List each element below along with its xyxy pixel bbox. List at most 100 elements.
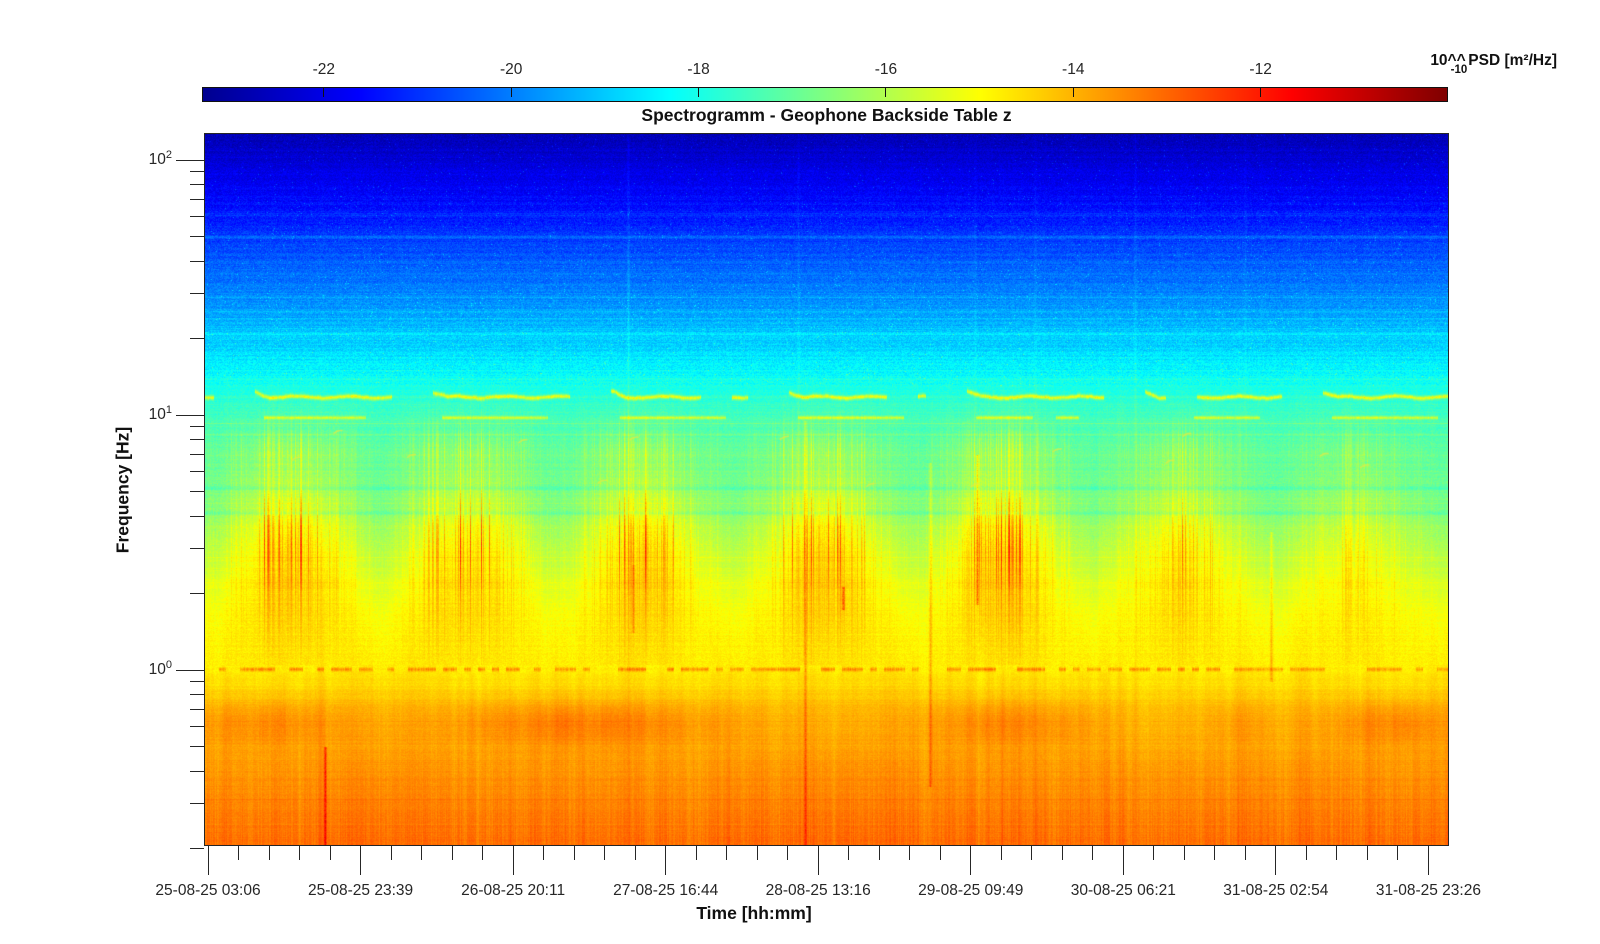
x-major-tick — [1275, 846, 1277, 875]
colorbar-tick — [885, 88, 887, 97]
x-minor-tick — [1397, 846, 1399, 860]
y-minor-tick — [190, 746, 204, 748]
x-tick-label: 31-08-25 23:26 — [1375, 882, 1481, 899]
x-minor-tick — [451, 846, 453, 860]
x-minor-tick — [329, 846, 331, 860]
x-major-tick — [1427, 846, 1429, 875]
x-minor-tick — [848, 846, 850, 860]
x-tick-label: 29-08-25 09:49 — [918, 882, 1024, 899]
y-minor-tick — [190, 216, 204, 218]
y-minor-tick — [190, 337, 204, 339]
colorbar-tick-label: -12 — [1249, 61, 1272, 78]
colorbar-title-prefix: 10^^ — [1430, 52, 1466, 69]
x-minor-tick — [238, 846, 239, 860]
x-tick-label: 25-08-25 03:06 — [155, 882, 261, 899]
x-minor-tick — [1153, 846, 1155, 860]
colorbar-tick — [1260, 88, 1262, 97]
x-major-tick — [970, 846, 972, 875]
x-minor-tick — [543, 846, 545, 860]
colorbar-tick — [698, 88, 700, 97]
x-minor-tick — [878, 846, 880, 860]
spectrogram-image — [205, 134, 1448, 845]
y-minor-tick — [190, 292, 204, 294]
x-minor-tick — [573, 846, 575, 860]
x-minor-tick — [1000, 846, 1002, 860]
y-minor-tick — [190, 709, 204, 710]
x-major-tick — [665, 846, 667, 875]
colorbar-gradient — [203, 88, 1447, 101]
y-minor-tick — [190, 199, 204, 200]
x-major-tick — [360, 846, 362, 875]
x-minor-tick — [634, 846, 636, 860]
x-minor-tick — [939, 846, 941, 860]
x-axis-label: Time [hh:mm] — [696, 903, 812, 923]
y-minor-tick — [190, 592, 204, 594]
colorbar-tick-label: -16 — [874, 61, 898, 78]
y-minor-tick — [190, 726, 204, 728]
y-minor-tick — [190, 426, 204, 428]
x-minor-tick — [1061, 846, 1063, 860]
y-minor-tick — [190, 454, 204, 455]
colorbar-title: 10^^-10PSD [m²/Hz] — [1430, 52, 1557, 76]
x-minor-tick — [482, 846, 484, 860]
x-minor-tick — [390, 846, 392, 860]
colorbar-title-subscript: -10 — [1450, 64, 1468, 77]
x-minor-tick — [787, 846, 789, 860]
plot-area — [204, 133, 1449, 846]
x-tick-label: 30-08-25 06:21 — [1070, 882, 1176, 899]
x-minor-tick — [695, 846, 697, 860]
y-minor-tick — [190, 681, 204, 683]
x-minor-tick — [756, 846, 758, 860]
x-minor-tick — [1092, 846, 1094, 860]
colorbar-title-units: PSD [m²/Hz] — [1468, 52, 1557, 69]
x-tick-label: 31-08-25 02:54 — [1223, 882, 1329, 899]
y-minor-tick — [190, 260, 204, 262]
y-major-tick — [176, 414, 204, 416]
x-tick-label: 27-08-25 16:44 — [613, 882, 719, 899]
colorbar-tick-label: -14 — [1062, 61, 1085, 78]
colorbar-tick-label: -20 — [499, 61, 523, 78]
y-minor-tick — [190, 694, 204, 696]
chart-title: Spectrogramm - Geophone Backside Table z — [641, 105, 1012, 125]
y-tick-label: 102 — [148, 149, 172, 169]
x-tick-label: 25-08-25 23:39 — [307, 882, 414, 899]
x-minor-tick — [1366, 846, 1368, 860]
x-minor-tick — [299, 846, 301, 860]
y-minor-tick — [190, 547, 204, 549]
x-minor-tick — [1336, 846, 1338, 860]
x-minor-tick — [421, 846, 423, 860]
x-minor-tick — [1031, 846, 1033, 860]
y-minor-tick — [190, 171, 204, 173]
colorbar — [202, 87, 1448, 102]
y-minor-tick — [190, 802, 204, 804]
x-minor-tick — [1183, 846, 1185, 860]
x-tick-label: 28-08-25 13:16 — [765, 882, 871, 899]
y-tick-label: 101 — [148, 404, 172, 424]
colorbar-tick — [1072, 88, 1074, 97]
y-major-tick — [176, 669, 204, 671]
x-minor-tick — [1214, 846, 1216, 860]
x-major-tick — [1122, 846, 1124, 875]
y-major-tick — [176, 159, 204, 161]
x-major-tick — [512, 846, 514, 875]
y-minor-tick — [190, 770, 204, 772]
y-minor-tick — [190, 439, 204, 441]
x-major-tick — [207, 846, 209, 875]
y-axis-label: Frequency [Hz] — [112, 426, 133, 554]
y-minor-tick — [190, 515, 204, 517]
x-minor-tick — [1305, 846, 1307, 860]
y-minor-tick — [190, 847, 204, 849]
x-major-tick — [817, 846, 819, 875]
y-minor-tick — [190, 184, 204, 186]
y-minor-tick — [190, 491, 204, 493]
x-minor-tick — [268, 846, 270, 860]
colorbar-tick — [510, 88, 512, 97]
colorbar-tick-label: -18 — [687, 61, 710, 78]
y-tick-label: 100 — [148, 659, 172, 679]
colorbar-tick — [323, 88, 325, 97]
x-minor-tick — [1244, 846, 1246, 860]
colorbar-tick-label: -22 — [312, 61, 335, 78]
y-minor-tick — [190, 236, 204, 238]
x-tick-label: 26-08-25 20:11 — [461, 882, 566, 899]
x-minor-tick — [604, 846, 606, 860]
